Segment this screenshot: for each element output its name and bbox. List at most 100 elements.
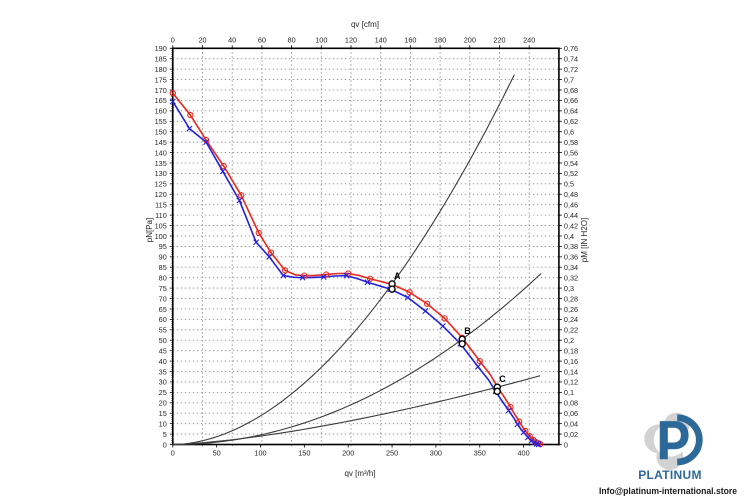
svg-text:0,4: 0,4 <box>564 232 574 241</box>
svg-text:20: 20 <box>159 399 167 408</box>
svg-text:180: 180 <box>434 35 446 44</box>
svg-text:175: 175 <box>155 75 167 84</box>
svg-text:165: 165 <box>155 96 167 105</box>
svg-text:0,48: 0,48 <box>564 190 578 199</box>
svg-text:0,42: 0,42 <box>564 221 578 230</box>
svg-text:5: 5 <box>163 430 167 439</box>
svg-text:0: 0 <box>163 440 167 449</box>
svg-text:70: 70 <box>159 294 167 303</box>
svg-text:155: 155 <box>155 117 167 126</box>
svg-text:0,04: 0,04 <box>564 419 578 428</box>
svg-text:0,72: 0,72 <box>564 65 578 74</box>
svg-text:190: 190 <box>155 44 167 53</box>
svg-text:0,08: 0,08 <box>564 399 578 408</box>
svg-text:0,62: 0,62 <box>564 117 578 126</box>
svg-text:90: 90 <box>159 253 167 262</box>
svg-text:240: 240 <box>523 35 535 44</box>
svg-text:200: 200 <box>342 449 354 458</box>
svg-text:0,64: 0,64 <box>564 107 578 116</box>
svg-text:0,76: 0,76 <box>564 44 578 53</box>
svg-text:0,36: 0,36 <box>564 253 578 262</box>
svg-text:0,2: 0,2 <box>564 336 574 345</box>
svg-text:200: 200 <box>464 35 476 44</box>
svg-text:0,3: 0,3 <box>564 284 574 293</box>
svg-text:350: 350 <box>474 449 486 458</box>
svg-text:50: 50 <box>213 449 221 458</box>
svg-text:0: 0 <box>564 440 568 449</box>
svg-text:120: 120 <box>345 35 357 44</box>
svg-text:115: 115 <box>155 200 167 209</box>
svg-text:0,34: 0,34 <box>564 263 578 272</box>
svg-text:125: 125 <box>155 180 167 189</box>
svg-text:0,54: 0,54 <box>564 159 578 168</box>
svg-text:95: 95 <box>159 242 167 251</box>
svg-text:40: 40 <box>159 357 167 366</box>
svg-text:80: 80 <box>288 35 296 44</box>
svg-text:140: 140 <box>155 148 167 157</box>
svg-text:60: 60 <box>159 315 167 324</box>
svg-text:0,38: 0,38 <box>564 242 578 251</box>
svg-text:0,28: 0,28 <box>564 294 578 303</box>
svg-text:220: 220 <box>493 35 505 44</box>
svg-text:C: C <box>499 374 506 384</box>
svg-text:0,24: 0,24 <box>564 315 578 324</box>
svg-text:0,5: 0,5 <box>564 180 574 189</box>
svg-text:0,44: 0,44 <box>564 211 578 220</box>
svg-text:0: 0 <box>171 449 175 458</box>
svg-text:0,1: 0,1 <box>564 388 574 397</box>
svg-text:110: 110 <box>155 211 167 220</box>
svg-text:25: 25 <box>159 388 167 397</box>
svg-text:0,58: 0,58 <box>564 138 578 147</box>
svg-text:0: 0 <box>171 35 175 44</box>
svg-text:0,12: 0,12 <box>564 378 578 387</box>
svg-text:160: 160 <box>155 107 167 116</box>
svg-text:0,52: 0,52 <box>564 169 578 178</box>
svg-text:15: 15 <box>159 409 167 418</box>
svg-text:0,6: 0,6 <box>564 128 574 137</box>
svg-text:0,46: 0,46 <box>564 200 578 209</box>
svg-text:0,06: 0,06 <box>564 409 578 418</box>
svg-text:75: 75 <box>159 284 167 293</box>
svg-text:145: 145 <box>155 138 167 147</box>
svg-text:120: 120 <box>155 190 167 199</box>
svg-text:pM [IN H2O]: pM [IN H2O] <box>580 218 589 262</box>
svg-text:170: 170 <box>155 86 167 95</box>
svg-text:B: B <box>464 326 471 336</box>
svg-text:0,68: 0,68 <box>564 86 578 95</box>
svg-text:30: 30 <box>159 378 167 387</box>
svg-text:0,7: 0,7 <box>564 75 574 84</box>
svg-text:100: 100 <box>155 232 167 241</box>
svg-text:qv [cfm]: qv [cfm] <box>351 20 379 29</box>
svg-text:150: 150 <box>298 449 310 458</box>
svg-text:40: 40 <box>228 35 236 44</box>
svg-text:0,32: 0,32 <box>564 273 578 282</box>
svg-text:35: 35 <box>159 367 167 376</box>
svg-text:185: 185 <box>155 55 167 64</box>
svg-text:0,66: 0,66 <box>564 96 578 105</box>
svg-text:105: 105 <box>155 221 167 230</box>
svg-text:pN[Pa]: pN[Pa] <box>145 218 154 242</box>
svg-text:20: 20 <box>198 35 206 44</box>
svg-text:180: 180 <box>155 65 167 74</box>
svg-text:qv [m³/h]: qv [m³/h] <box>344 469 375 478</box>
svg-text:50: 50 <box>159 336 167 345</box>
svg-text:65: 65 <box>159 305 167 314</box>
svg-text:150: 150 <box>155 128 167 137</box>
svg-text:300: 300 <box>430 449 442 458</box>
svg-text:100: 100 <box>315 35 327 44</box>
svg-text:0,02: 0,02 <box>564 430 578 439</box>
svg-text:45: 45 <box>159 346 167 355</box>
svg-text:PLATINUM: PLATINUM <box>638 468 702 482</box>
svg-text:10: 10 <box>159 419 167 428</box>
svg-text:Info@platinum-international.st: Info@platinum-international.store <box>599 486 737 496</box>
svg-text:80: 80 <box>159 273 167 282</box>
svg-text:100: 100 <box>254 449 266 458</box>
svg-text:0,22: 0,22 <box>564 326 578 335</box>
svg-text:400: 400 <box>518 449 530 458</box>
svg-text:160: 160 <box>404 35 416 44</box>
svg-text:135: 135 <box>155 159 167 168</box>
svg-text:130: 130 <box>155 169 167 178</box>
svg-text:55: 55 <box>159 326 167 335</box>
svg-text:0,74: 0,74 <box>564 55 578 64</box>
svg-text:0,26: 0,26 <box>564 305 578 314</box>
